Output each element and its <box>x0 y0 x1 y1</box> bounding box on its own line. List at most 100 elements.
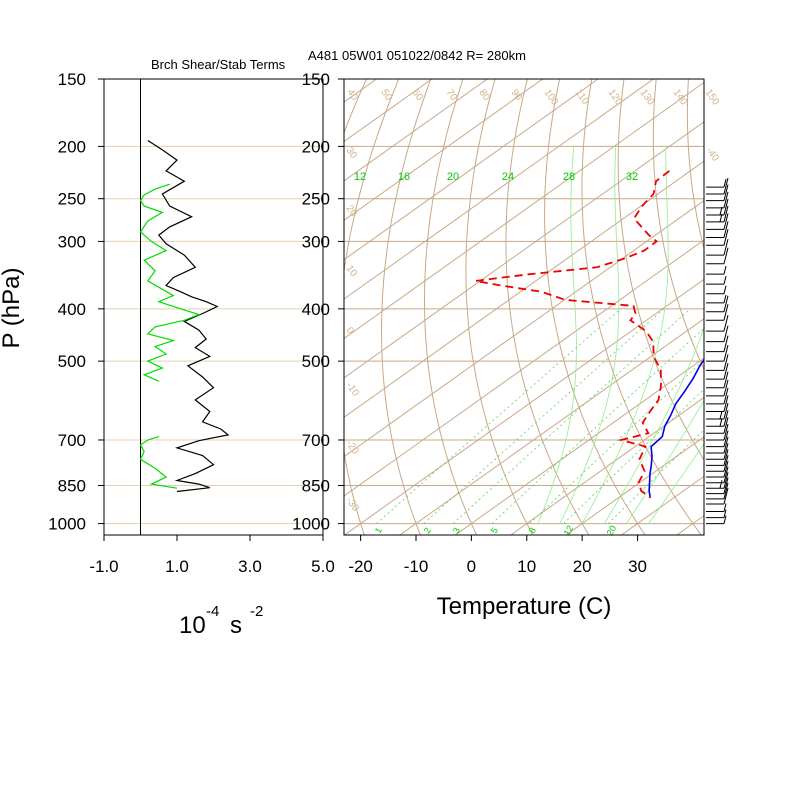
wind-barb-flag <box>723 430 729 447</box>
wind-barb <box>706 335 729 353</box>
wind-barb-flag <box>723 371 729 388</box>
wind-barb <box>706 315 729 332</box>
wind-barb <box>706 177 729 195</box>
mixing-ratio-line <box>563 388 704 524</box>
shear-y-tick-label: 150 <box>58 70 86 89</box>
isotherm <box>565 436 704 535</box>
shear-y-tick-label: 700 <box>58 431 86 450</box>
skewt-x-tick-label: -20 <box>348 557 373 576</box>
wind-barb <box>706 295 729 313</box>
isotherm <box>344 79 488 182</box>
mixing-ratio-line <box>608 429 704 524</box>
isotherm <box>344 79 599 261</box>
shear-x-tick-label: 1.0 <box>165 557 189 576</box>
wind-barb <box>706 238 729 256</box>
dry-adiabat <box>721 79 800 535</box>
moist-adiabat <box>559 146 620 524</box>
wind-barb <box>706 455 729 472</box>
shear-panel-x-ticks: -1.0 1.0 3.0 5.0 <box>89 535 335 576</box>
shear-panel-title: Brch Shear/Stab Terms <box>151 57 286 72</box>
mixing-ratio-label: 2 <box>422 526 433 535</box>
wind-barb <box>706 460 729 478</box>
skewt-isopleth-labels: 40 50 60 70 80 90 100 110 120 130 140 1503020100-10… <box>344 87 722 537</box>
wind-barb <box>706 247 729 265</box>
wind-barb-flag <box>723 460 729 478</box>
isotherm <box>0 79 321 535</box>
isotherm <box>732 79 800 535</box>
shear-y-tick-label: 1000 <box>48 515 86 534</box>
wind-barb <box>706 191 729 209</box>
skewt-y-tick-label: 150 <box>302 70 330 89</box>
shear-panel-x-axis-label-unit: s <box>230 612 242 639</box>
skewt-panel-title: A481 05W01 051022/0842 R= 280km <box>308 48 526 63</box>
skewt-y-tick-label: 300 <box>302 232 330 251</box>
moist-adiabat <box>603 326 704 524</box>
isotherm <box>344 121 704 379</box>
wind-barb-half-flag <box>723 294 727 304</box>
isotherm <box>344 81 704 340</box>
skewt-x-tick-label: 20 <box>573 557 592 576</box>
wind-barb-half-flag <box>723 503 727 512</box>
wind-barb-flag <box>723 449 729 466</box>
shear-y-tick-label: 400 <box>58 300 86 319</box>
shear-y-tick-label: 200 <box>58 137 86 156</box>
shear-y-tick-label: 300 <box>58 232 86 251</box>
mixing-ratio-label: 5 <box>489 526 500 535</box>
moist-adiabat <box>537 146 577 524</box>
skewt-x-tick-label: 0 <box>467 557 476 576</box>
wind-barb-flag <box>723 247 729 264</box>
wind-barb <box>706 515 727 525</box>
dry-adiabat <box>652 79 704 371</box>
isotherm <box>344 79 543 221</box>
skewt-x-tick-label: 10 <box>517 557 536 576</box>
mixing-ratio-line <box>376 308 622 524</box>
shear-series-1 <box>139 183 201 382</box>
dry-adiabat-label: 30 <box>344 145 360 161</box>
moist-adiabat-label: 12 <box>354 171 366 183</box>
shear-panel-x-axis-label: 10 -4 s -2 <box>179 603 263 639</box>
mixing-ratio-label: 3 <box>451 526 462 535</box>
wind-barb <box>706 325 729 343</box>
skewt-isopleths <box>0 79 800 535</box>
shear-x-tick-label: 5.0 <box>311 557 335 576</box>
isotherm <box>510 396 704 535</box>
shear-panel-y-axis-label: P (hPa) <box>0 268 25 349</box>
wind-barb-half-flag <box>723 509 727 518</box>
moist-adiabat-label: 28 <box>563 171 575 183</box>
wind-barb <box>706 436 729 454</box>
dry-adiabat <box>785 79 800 535</box>
wind-barb-flag <box>723 198 729 216</box>
shear-panel-pressure-gridlines <box>104 79 323 525</box>
shear-panel-frame <box>103 78 324 536</box>
wind-barb-half-flag <box>719 480 723 489</box>
mixing-ratio-label: 20 <box>605 524 619 538</box>
wind-barb-flag <box>723 177 729 195</box>
wind-barb-half-flag <box>723 285 727 294</box>
wind-barb <box>706 198 729 216</box>
dewpoint-profile <box>475 170 670 499</box>
skewt-x-ticks: -20 -10 0 10 20 30 <box>348 535 647 576</box>
wind-barb-flag <box>723 213 729 230</box>
wind-barb <box>706 184 729 202</box>
dry-adiabat <box>505 79 590 535</box>
wind-barb-flag <box>723 487 729 505</box>
wind-barb-half-flag <box>723 266 727 275</box>
wind-barb <box>706 363 729 380</box>
moist-adiabat <box>648 443 704 524</box>
dry-adiabat-label: 0 <box>344 325 356 336</box>
skewt-panel-frame <box>343 78 705 536</box>
wind-barb <box>706 487 729 505</box>
dry-adiabat <box>617 79 704 461</box>
dry-adiabat-label: 130 <box>638 87 657 107</box>
wind-barb-flag <box>723 295 729 312</box>
dry-adiabat <box>686 79 704 251</box>
dry-adiabat-label: -30 <box>344 495 362 514</box>
wind-barb-flag <box>723 238 729 256</box>
isotherm <box>676 515 704 535</box>
shear-panel-x-axis-label-unit-exponent: -2 <box>250 603 263 620</box>
wind-barb <box>706 482 729 500</box>
dry-adiabat-label: -40 <box>704 145 722 164</box>
wind-barb <box>706 205 729 223</box>
skewt-y-ticks: 150 200 250 300 400 500 700 850 1000 <box>292 70 344 534</box>
isotherm <box>344 79 654 300</box>
